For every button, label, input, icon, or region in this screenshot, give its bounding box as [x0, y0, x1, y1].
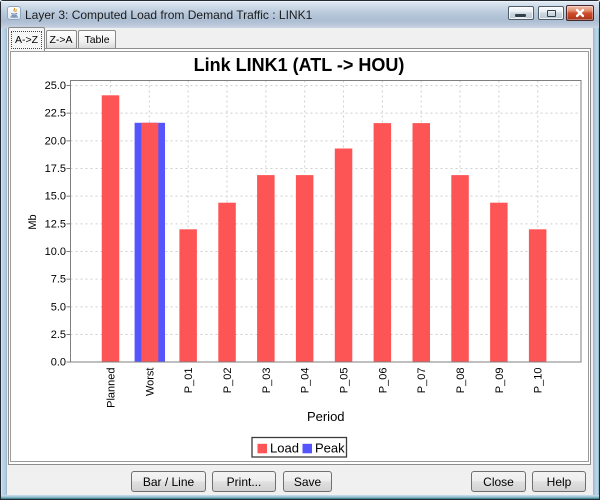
svg-text:P_01: P_01	[183, 368, 195, 394]
svg-text:25.0: 25.0	[45, 80, 66, 92]
svg-text:Peak: Peak	[315, 441, 345, 456]
svg-text:15.0: 15.0	[45, 191, 66, 203]
svg-text:Worst: Worst	[144, 368, 156, 397]
svg-text:P_08: P_08	[455, 368, 467, 394]
svg-text:17.5: 17.5	[45, 163, 66, 175]
svg-text:P_05: P_05	[339, 368, 351, 394]
svg-text:Link LINK1 (ATL -> HOU): Link LINK1 (ATL -> HOU)	[194, 55, 405, 75]
svg-text:10.0: 10.0	[45, 246, 66, 258]
svg-text:22.5: 22.5	[45, 108, 66, 120]
svg-text:Period: Period	[307, 409, 345, 424]
svg-text:20.0: 20.0	[45, 135, 66, 147]
svg-text:Load: Load	[270, 441, 299, 456]
svg-text:P_03: P_03	[261, 368, 273, 394]
svg-text:P_09: P_09	[494, 368, 506, 394]
svg-text:7.5: 7.5	[51, 274, 66, 286]
svg-text:2.5: 2.5	[51, 329, 66, 341]
svg-text:Planned: Planned	[106, 368, 118, 408]
svg-text:P_04: P_04	[300, 368, 312, 394]
svg-text:0.0: 0.0	[51, 357, 66, 369]
svg-text:P_07: P_07	[416, 368, 428, 394]
svg-text:12.5: 12.5	[45, 218, 66, 230]
svg-text:5.0: 5.0	[51, 301, 66, 313]
svg-text:Mb: Mb	[27, 214, 39, 229]
svg-text:P_02: P_02	[222, 368, 234, 394]
svg-text:P_10: P_10	[533, 368, 545, 394]
svg-text:P_06: P_06	[377, 368, 389, 394]
